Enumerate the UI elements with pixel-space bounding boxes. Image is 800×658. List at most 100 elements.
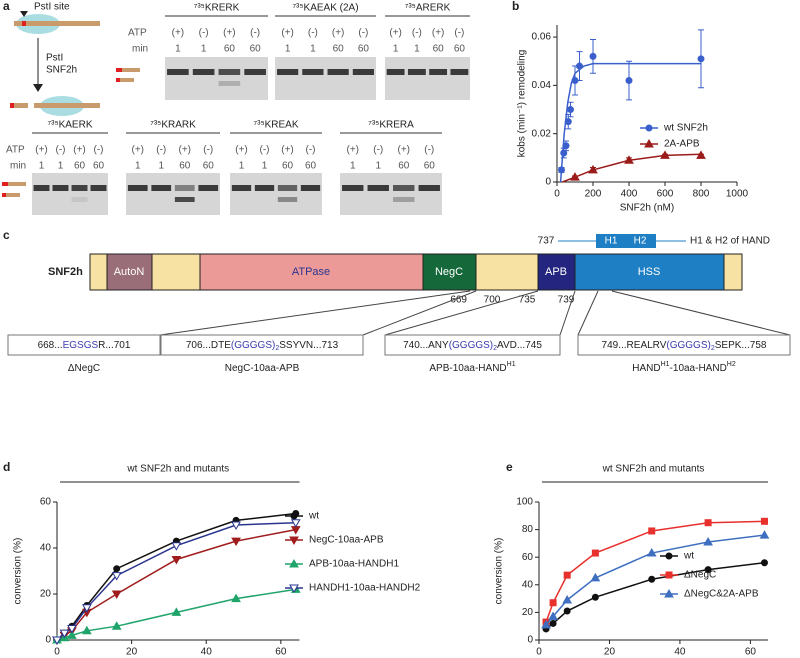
construct-box: [7, 334, 161, 356]
gel-title: ⁷³⁵KRARK: [150, 120, 196, 131]
domain-label: HSS: [638, 266, 661, 278]
x-tick-label: 600: [657, 189, 674, 200]
lane-atp: (-): [412, 28, 422, 39]
data-point: [624, 155, 634, 164]
lane-min: 1: [201, 44, 207, 55]
lane-min: 1: [135, 161, 141, 172]
y-tick-label: 40: [522, 579, 534, 590]
size-marker: [6, 193, 20, 197]
y-tick-label: 20: [522, 607, 534, 618]
hand-start: 737: [538, 236, 555, 247]
sequence-part: 706...DTE: [186, 340, 231, 351]
lane-min: 60: [398, 161, 410, 172]
gel-band: [151, 185, 172, 191]
gel-band: [198, 185, 219, 191]
lane-min: 1: [414, 44, 420, 55]
legend-label: 2A-APB: [664, 139, 700, 150]
data-point: [703, 537, 713, 546]
gel: [126, 173, 220, 215]
lane-min: 60: [424, 161, 436, 172]
x-tick-label: 800: [693, 189, 710, 200]
lane-atp: (-): [250, 28, 260, 39]
gel-band: [174, 185, 195, 191]
lane-atp: (-): [94, 145, 104, 156]
data-point: [588, 164, 598, 174]
remodeler-label: SNF2h: [46, 65, 77, 76]
gel-title: ⁷³⁵KRERA: [368, 120, 414, 131]
lane-min: 1: [58, 161, 64, 172]
data-point: [760, 559, 768, 567]
lane-atp: (-): [306, 145, 316, 156]
lane-min: 1: [175, 44, 181, 55]
lane-atp: (+): [73, 145, 86, 156]
data-point: [290, 519, 301, 528]
lane-min: 60: [93, 161, 105, 172]
sequence-part: R...701: [98, 340, 131, 351]
gel-title: ⁷³⁵KREAK: [254, 120, 299, 131]
data-point: [562, 594, 573, 604]
dna: [10, 103, 28, 108]
construct-name: NegC-10aa-APB: [225, 363, 300, 374]
domain: [422, 253, 477, 291]
legend-marker: [644, 138, 654, 148]
arrowhead: [33, 84, 43, 92]
site-arrow: [20, 11, 28, 17]
gel-band: [71, 197, 88, 202]
legend-label: wt SNF2h: [663, 123, 708, 134]
x-tick-label: 60: [745, 647, 757, 658]
legend-marker: [665, 571, 673, 579]
construct-sequence: 706...DTE(GGGGS)2SSYVN...713: [186, 340, 339, 353]
data-point: [570, 172, 580, 181]
construct-box: [160, 334, 364, 356]
domain: [199, 253, 424, 291]
gel-band: [167, 69, 189, 75]
legend-marker: [290, 512, 298, 520]
lane-atp: (+): [281, 28, 294, 39]
data-point: [704, 566, 712, 574]
lane-min: 60: [203, 161, 215, 172]
connector: [159, 290, 471, 336]
gel-band: [52, 185, 69, 191]
data-point: [548, 611, 558, 621]
x-tick-label: 0: [54, 647, 60, 658]
y-tick-label: 60: [522, 552, 534, 563]
site-label: PstI site: [34, 2, 70, 13]
sequence-part: 749...REALRV: [602, 340, 667, 351]
y-axis-label: conversion (%): [13, 538, 24, 605]
y-tick-label: 20: [40, 589, 52, 600]
data-point: [567, 106, 574, 114]
lane-atp: (+): [398, 145, 411, 156]
data-point: [591, 593, 599, 601]
fit-curve: [562, 153, 702, 183]
series-line: [545, 520, 765, 623]
data-point: [562, 142, 570, 150]
lane-min: 1: [239, 161, 245, 172]
name-part: H1: [661, 361, 670, 368]
lane-min: 1: [285, 44, 291, 55]
data-point: [589, 52, 597, 60]
data-point: [231, 537, 241, 547]
data-point: [231, 521, 241, 531]
enzyme-label: PstI: [46, 53, 63, 64]
data-point: [231, 593, 241, 603]
domain: [574, 253, 725, 291]
size-marker: [116, 68, 122, 72]
position-label: 735: [519, 295, 536, 306]
lane-min: 60: [282, 161, 294, 172]
lane-atp: (-): [260, 145, 270, 156]
size-marker: [2, 193, 6, 197]
lane-atp: (+): [35, 145, 48, 156]
helix-label: H1: [605, 236, 618, 247]
gel-title: ⁷³⁵ARERK: [405, 3, 451, 14]
row-label: ATP: [128, 28, 147, 39]
helix-label: H2: [634, 236, 647, 247]
legend-label: wt: [308, 511, 319, 522]
linker: (GGGGS): [666, 340, 710, 351]
gel: [230, 173, 322, 215]
gel-band: [244, 69, 266, 75]
legend-marker: [645, 124, 653, 132]
legend-marker: [289, 558, 299, 568]
data-point: [111, 590, 122, 600]
name-part: H2: [727, 361, 736, 368]
lane-min: 1: [375, 161, 381, 172]
